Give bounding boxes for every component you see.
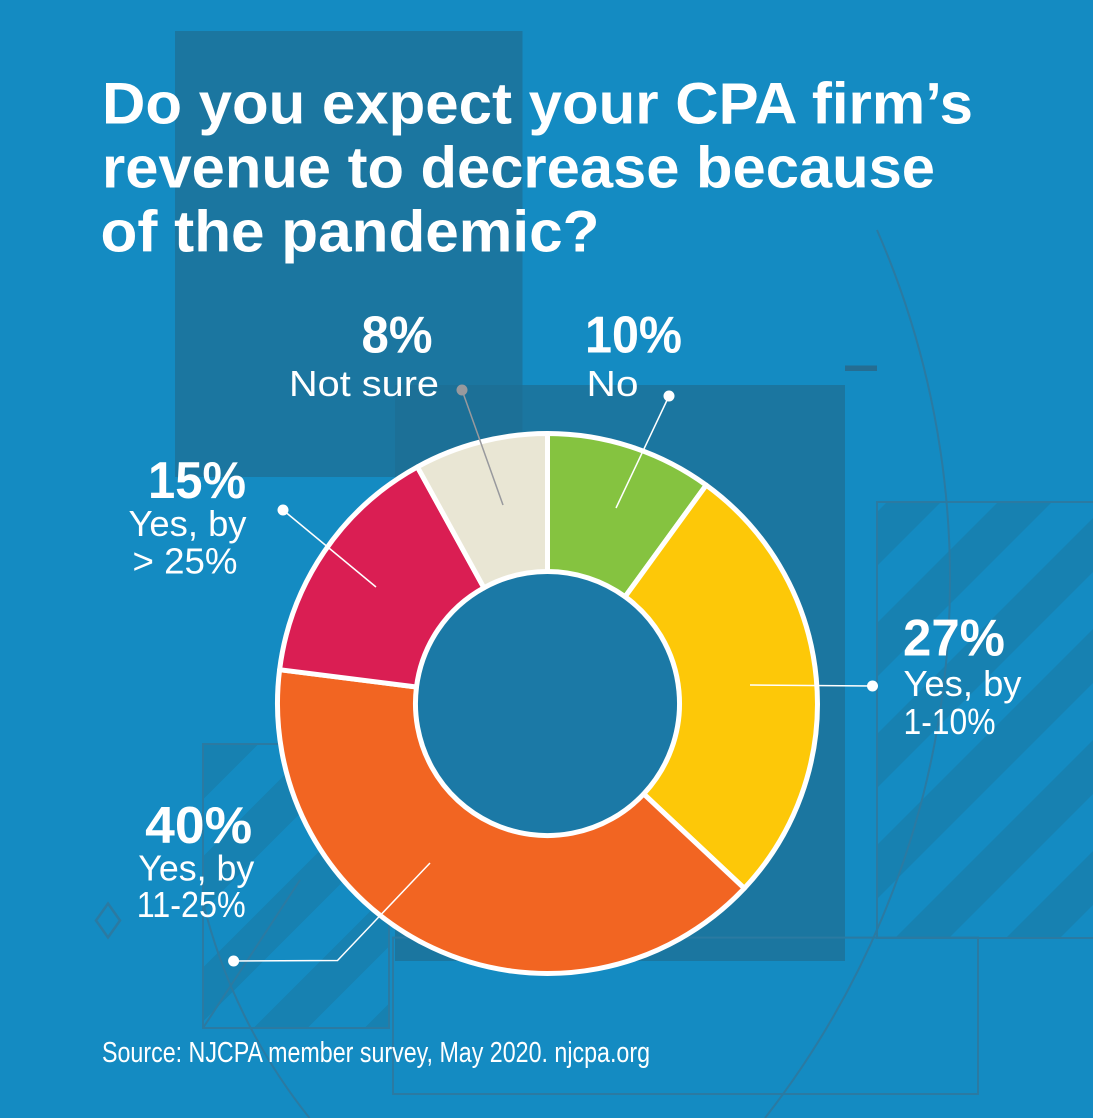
svg-text:revenue to decrease because: revenue to decrease because <box>102 136 935 201</box>
svg-text:Do you expect your CPA firm’s: Do you expect your CPA firm’s <box>102 72 973 137</box>
svg-text:15%: 15% <box>148 452 246 510</box>
svg-text:27%: 27% <box>903 610 1005 668</box>
svg-text:11-25%: 11-25% <box>137 884 246 925</box>
svg-text:Not sure: Not sure <box>289 363 439 404</box>
svg-text:10%: 10% <box>585 307 682 365</box>
svg-text:Yes, by: Yes, by <box>129 503 247 544</box>
svg-text:Yes, by: Yes, by <box>904 663 1022 704</box>
svg-text:Source: NJCPA member survey, M: Source: NJCPA member survey, May 2020. n… <box>102 1037 650 1069</box>
svg-text:8%: 8% <box>362 307 433 365</box>
svg-text:1-10%: 1-10% <box>904 701 996 742</box>
svg-text:Yes, by: Yes, by <box>138 847 254 888</box>
svg-text:40%: 40% <box>145 797 252 855</box>
svg-text:of the pandemic?: of the pandemic? <box>101 200 600 265</box>
svg-text:No: No <box>587 363 639 404</box>
svg-text:> 25%: > 25% <box>133 540 238 581</box>
